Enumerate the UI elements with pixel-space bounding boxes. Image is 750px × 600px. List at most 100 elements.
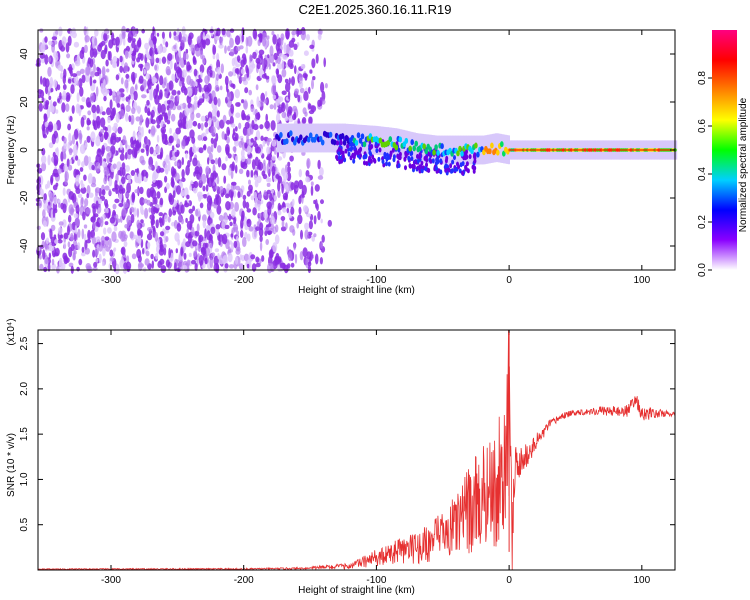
noise-blob [121,162,126,170]
noise-blob [258,212,262,218]
noise-blob [204,228,207,239]
noise-blob [127,153,131,160]
noise-blob [148,156,154,168]
noise-blob [105,146,112,152]
track-halo [332,123,335,153]
noise-blob [78,258,83,266]
noise-blob [51,258,55,266]
noise-blob [199,176,203,183]
track-spread [339,140,343,146]
noise-blob [89,75,93,87]
noise-blob [305,176,310,183]
track-spread [397,147,401,153]
noise-blob [241,99,245,104]
track-spread [418,152,422,158]
noise-blob [77,193,83,198]
noise-blob [114,184,120,190]
noise-blob [146,188,152,198]
noise-blob [93,261,98,268]
noise-blob [67,141,70,151]
noise-blob [323,57,327,68]
spectrogram-noise-field [35,25,332,275]
noise-blob [47,154,51,166]
noise-blob [297,30,302,35]
noise-blob [106,208,109,214]
noise-blob [199,202,204,209]
noise-blob [57,239,63,244]
noise-blob [98,253,102,264]
snr-series-line [37,329,676,571]
colorbar-ticks: 0.0 0.2 0.4 0.6 0.8 [697,71,712,277]
noise-blob [47,66,52,77]
noise-blob [85,239,91,244]
noise-blob [170,176,174,184]
track-core [388,136,393,143]
noise-blob [94,71,100,77]
noise-blob [181,169,185,179]
noise-blob [233,223,239,233]
noise-blob [195,47,201,57]
noise-blob [214,84,220,92]
noise-blob [69,159,72,164]
noise-blob [154,94,160,105]
track-core [434,144,438,151]
noise-blob [130,213,135,224]
noise-blob [112,163,117,170]
noise-blob [317,33,322,41]
colorbar-tick-label: 0.8 [697,71,708,85]
noise-blob [140,53,144,61]
snr-x-ticks: -300 -200 -100 0 100 [101,330,651,586]
noise-blob [150,32,155,41]
noise-blob [91,164,95,171]
noise-blob [313,233,317,238]
noise-blob [108,88,113,97]
noise-blob [276,56,281,64]
noise-blob [230,123,236,128]
noise-blob [42,77,47,87]
noise-blob [126,215,132,227]
noise-blob [122,37,126,46]
noise-blob [293,180,300,189]
noise-blob [125,165,130,172]
noise-blob [233,240,238,249]
noise-blob [49,104,54,113]
noise-blob [40,43,46,53]
noise-blob [186,194,190,200]
noise-blob [257,203,261,212]
noise-blob [194,166,200,174]
noise-blob [169,31,172,39]
noise-blob [110,145,116,155]
noise-blob [160,103,166,115]
noise-blob [101,144,105,155]
noise-blob [273,195,277,201]
noise-blob [121,246,126,256]
noise-blob [320,81,325,93]
track-spread [451,159,455,165]
noise-blob [87,156,92,163]
noise-blob [261,73,267,79]
noise-blob [257,33,263,38]
y-tick-label: 2.0 [19,381,30,395]
noise-blob [104,126,108,132]
noise-blob [258,49,265,56]
noise-blob [277,189,281,199]
noise-blob [149,146,154,155]
noise-blob [240,137,244,146]
track-core [358,137,363,144]
noise-blob [168,108,172,116]
noise-blob [186,61,191,72]
noise-blob [270,215,275,225]
noise-blob [62,90,67,101]
track-spread [444,163,448,169]
noise-blob [303,90,309,102]
noise-blob [255,256,260,263]
noise-blob [65,103,70,112]
noise-blob [160,126,166,134]
noise-blob [183,53,187,61]
noise-blob [286,166,291,173]
noise-blob [193,96,198,101]
noise-blob [136,107,142,114]
noise-blob [176,138,181,147]
noise-blob [88,192,94,198]
